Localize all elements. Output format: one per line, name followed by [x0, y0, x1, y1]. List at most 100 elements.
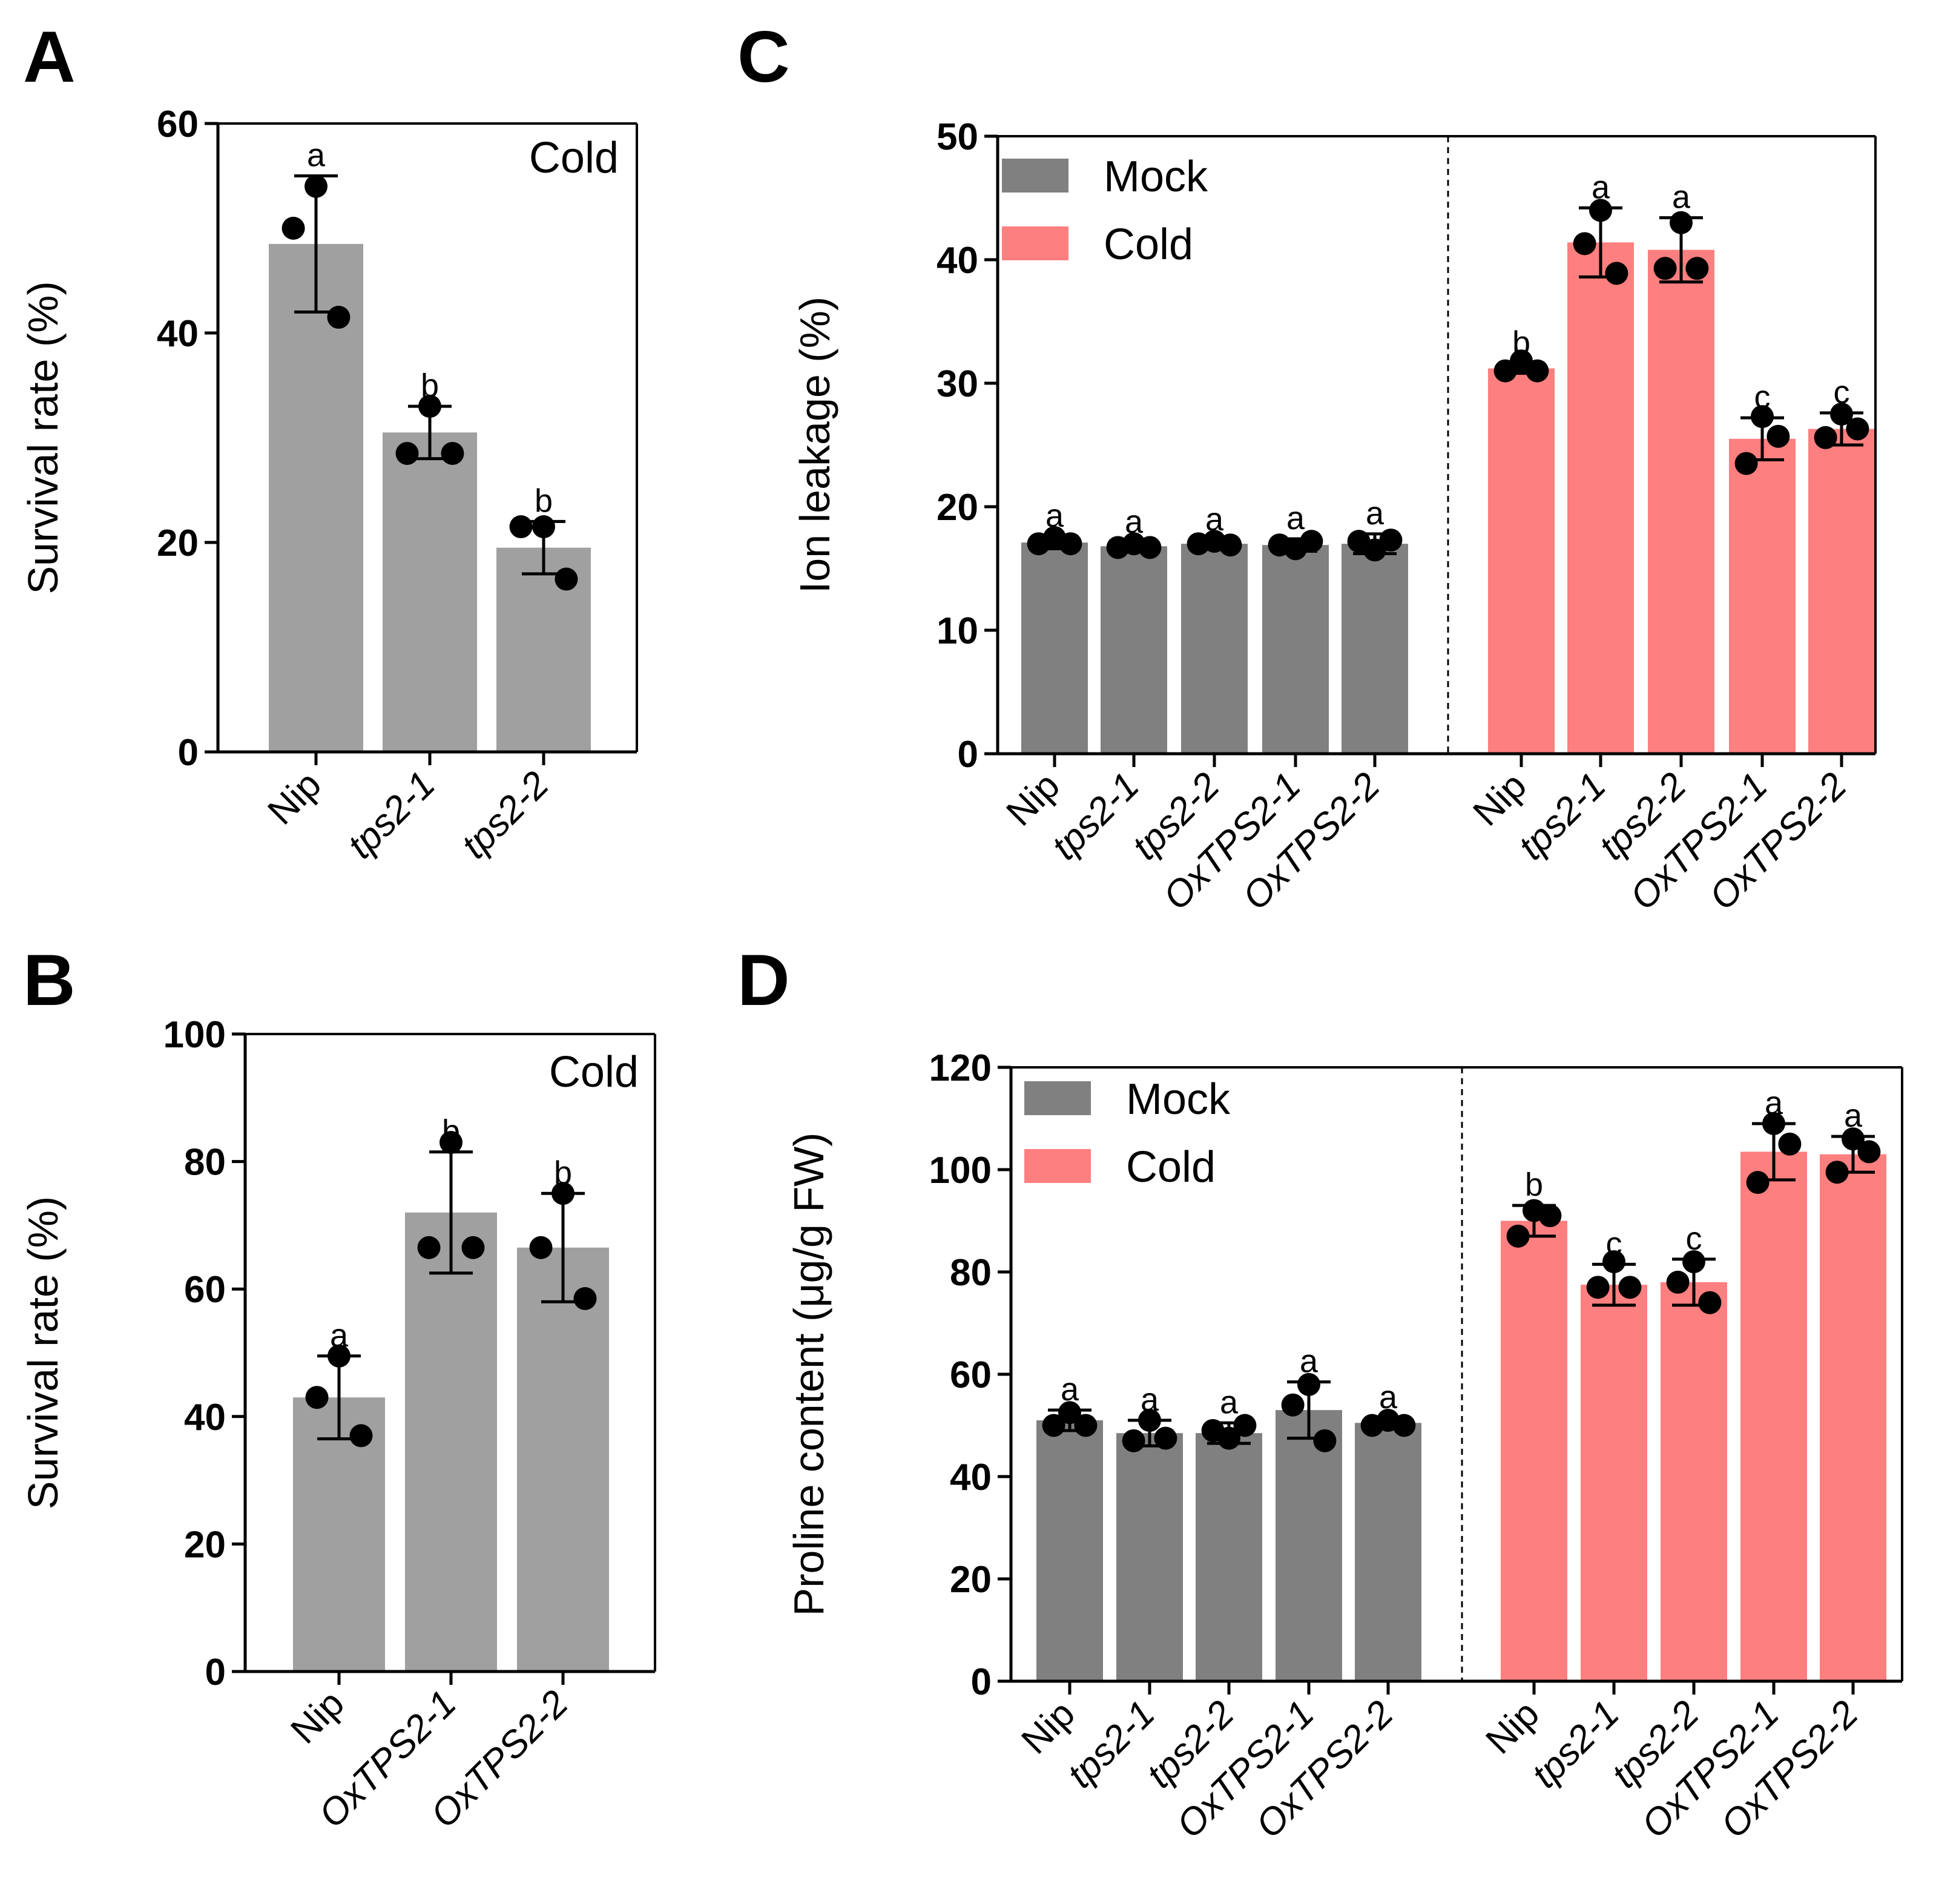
category-label: tps2-1 — [1510, 765, 1614, 868]
data-point — [305, 1386, 329, 1409]
y-tick-label: 60 — [950, 1354, 992, 1396]
significance-letter: a — [1141, 1382, 1159, 1418]
legend-swatch-cold — [1024, 1149, 1091, 1183]
data-point — [1685, 257, 1709, 280]
y-tick-label: 20 — [157, 522, 199, 564]
bar-cold-oxtps2-2 — [1808, 429, 1875, 754]
panel-letter-a: A — [23, 16, 76, 97]
legend-label-mock: Mock — [1104, 153, 1208, 201]
data-point — [1074, 1414, 1098, 1437]
data-point — [529, 1236, 553, 1259]
y-tick-label: 20 — [937, 487, 978, 529]
significance-letter: b — [554, 1155, 572, 1191]
data-point — [1059, 532, 1082, 556]
significance-letter: b — [1512, 324, 1530, 361]
bar-mock-tps2-1 — [1101, 546, 1167, 754]
significance-letter: b — [1525, 1167, 1543, 1203]
data-point — [327, 306, 351, 329]
data-point — [1682, 1250, 1705, 1274]
data-point — [1670, 211, 1693, 234]
category-label: Nip — [1478, 1693, 1547, 1762]
y-tick-label: 0 — [205, 1652, 226, 1693]
data-point — [1602, 1250, 1625, 1274]
y-axis-title: Survival rate (%) — [19, 281, 67, 594]
y-tick-label: 40 — [937, 240, 978, 282]
category-label: tps2-1 — [340, 763, 443, 867]
condition-label: Cold — [529, 134, 619, 182]
bar-cold-oxtps2-1 — [405, 1212, 497, 1672]
data-point — [1281, 1393, 1305, 1417]
y-tick-label: 50 — [937, 116, 978, 158]
significance-letter: a — [1061, 1371, 1079, 1408]
significance-letter: b — [421, 367, 439, 404]
data-point — [573, 1286, 597, 1310]
chart-proline-content: a a a a a b c c a a 0 20 40 60 80 100 120 Proline content… — [785, 1047, 1903, 1846]
significance-letter: a — [330, 1317, 349, 1354]
data-point — [1379, 529, 1403, 552]
significance-letter: a — [1672, 179, 1691, 216]
y-tick-label: 30 — [937, 363, 978, 405]
data-point — [1392, 1414, 1416, 1437]
category-label: Nip — [260, 763, 329, 833]
data-point — [1814, 426, 1837, 449]
data-point — [1666, 1270, 1690, 1294]
bar-mock-oxtps2-2 — [1355, 1423, 1421, 1681]
bar-mock-tps2-2 — [1196, 1433, 1262, 1681]
data-point — [417, 1236, 441, 1259]
data-point — [1842, 1127, 1865, 1151]
significance-letter: c — [1754, 379, 1771, 415]
data-point — [1219, 533, 1242, 557]
data-point — [1138, 1409, 1161, 1432]
data-point — [1300, 530, 1323, 553]
category-label: tps2-1 — [1059, 1693, 1163, 1796]
y-tick-label: 80 — [184, 1142, 226, 1184]
category-label: tps2-2 — [453, 763, 557, 867]
y-tick-label: 40 — [157, 313, 199, 355]
data-point — [1042, 1414, 1065, 1437]
significance-letter: a — [1592, 169, 1610, 205]
significance-letter: a — [1125, 504, 1144, 540]
data-point — [1746, 1171, 1770, 1194]
data-point — [1201, 1418, 1225, 1442]
data-point — [1825, 1161, 1849, 1184]
data-point — [1233, 1414, 1257, 1437]
y-tick-label: 20 — [184, 1524, 226, 1566]
data-point — [282, 217, 305, 240]
data-point — [1058, 1401, 1081, 1425]
data-point — [395, 441, 419, 465]
data-point — [1526, 359, 1549, 383]
significance-letter: a — [1300, 1343, 1319, 1380]
bar-cold-oxtps2-2 — [517, 1247, 609, 1672]
data-point — [1297, 1372, 1320, 1396]
data-point — [1027, 532, 1050, 556]
data-point — [509, 515, 533, 539]
data-point — [1187, 532, 1210, 556]
y-tick-label: 60 — [184, 1269, 226, 1311]
bar-cold-tps2-1 — [383, 432, 477, 752]
y-tick-label: 0 — [958, 734, 978, 776]
category-label: Nip — [1465, 765, 1535, 834]
data-point — [1605, 262, 1628, 285]
y-tick-label: 60 — [157, 104, 199, 145]
category-label: tps2-1 — [1524, 1693, 1627, 1796]
bar-mock-nip — [1036, 1420, 1103, 1681]
bar-cold-nip — [269, 243, 363, 752]
data-point — [1268, 533, 1291, 557]
data-point — [441, 441, 464, 465]
significance-letter: a — [1286, 500, 1305, 536]
data-point — [305, 174, 328, 198]
bar-cold-nip — [1501, 1220, 1567, 1681]
significance-letter: b — [535, 483, 553, 519]
bar-mock-nip — [1021, 542, 1088, 754]
data-point — [1589, 199, 1612, 222]
bar-cold-tps2-1 — [1567, 242, 1634, 754]
data-point — [1751, 405, 1774, 429]
y-tick-label: 40 — [184, 1397, 226, 1438]
legend-swatch-cold — [1002, 226, 1068, 260]
legend-label-cold: Cold — [1126, 1143, 1216, 1191]
data-point — [1698, 1291, 1722, 1314]
data-point — [1857, 1140, 1881, 1164]
condition-label: Cold — [549, 1048, 639, 1096]
legend-swatch-mock — [1002, 159, 1068, 193]
